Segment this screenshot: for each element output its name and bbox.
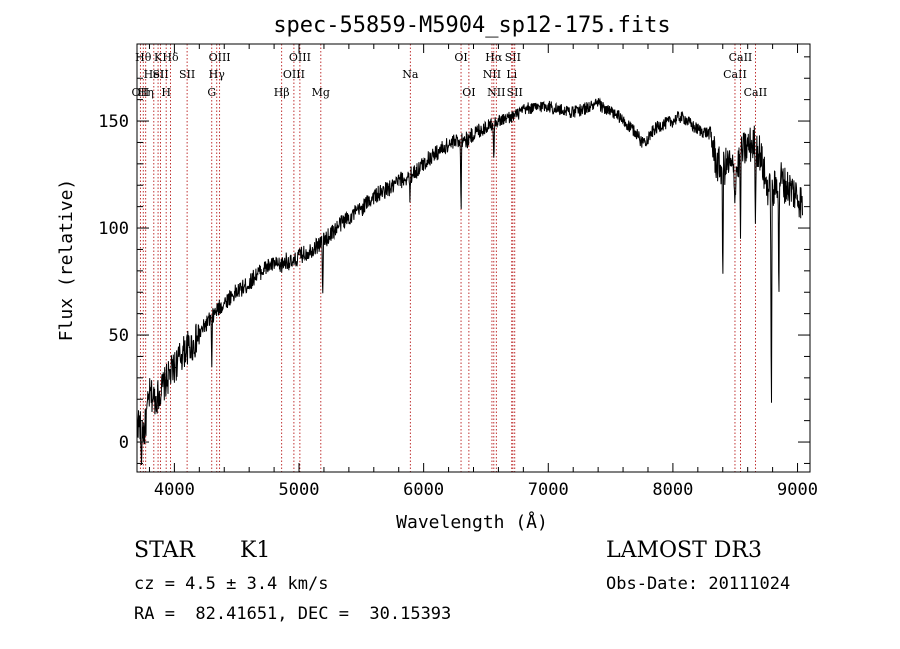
marker-label-19: NII [483, 68, 501, 81]
marker-label-3: HeI [144, 68, 164, 81]
marker-label-4: K [154, 51, 163, 64]
redshift-cz: cz = 4.5 ± 3.4 km/s [134, 574, 329, 594]
plot-frame [136, 43, 811, 473]
marker-label-8: SII [179, 68, 195, 81]
marker-label-27: CaII [744, 86, 768, 99]
marker-label-11: OIII [209, 51, 231, 64]
marker-label-9: G [207, 86, 216, 99]
observation-date: Obs-Date: 20111024 [606, 574, 791, 594]
marker-label-13: OIII [283, 68, 305, 81]
flux-line [136, 97, 803, 466]
chart-title: spec-55859-M5904_sp12-175.fits [273, 13, 670, 38]
x-tick-label-1: 5000 [279, 480, 320, 500]
marker-label-20: Hα [485, 51, 503, 64]
x-axis: 4000 5000 6000 7000 8000 9000 [148, 44, 818, 500]
line-markers: OIIHθHηHeIKSIIHHδSIIGHγOIIIHβOIIIOIIIMgN… [132, 44, 768, 472]
marker-label-21: NII [487, 86, 505, 99]
marker-label-0: OII [132, 86, 150, 99]
marker-label-18: OI [462, 86, 475, 99]
survey-name: LAMOST DR3 [606, 538, 762, 563]
x-tick-label-2: 6000 [403, 480, 444, 500]
marker-label-16: Na [402, 68, 419, 81]
marker-label-25: CaII [723, 68, 747, 81]
marker-label-22: Li [506, 68, 517, 81]
x-tick-label-0: 4000 [154, 480, 195, 500]
marker-label-2: Hη [138, 86, 154, 99]
marker-label-15: Mg [312, 86, 330, 99]
marker-label-24: SII [507, 86, 523, 99]
marker-label-23: SII [505, 51, 521, 64]
marker-label-6: H [161, 86, 171, 99]
marker-label-5: SII [152, 68, 168, 81]
y-axis: 0 50 100 150 [98, 56, 810, 464]
y-tick-label-0: 0 [119, 433, 129, 453]
x-axis-label: Wavelength (Å) [396, 511, 548, 533]
coordinates: RA = 82.41651, DEC = 30.15393 [134, 604, 452, 624]
marker-label-14: OIII [289, 51, 311, 64]
y-tick-label-2: 100 [98, 219, 129, 239]
x-tick-label-5: 9000 [777, 480, 818, 500]
object-subclass: K1 [240, 538, 271, 563]
marker-label-10: Hγ [209, 68, 226, 81]
x-tick-label-4: 8000 [652, 480, 693, 500]
marker-label-26: CaII [729, 51, 753, 64]
y-tick-label-1: 50 [109, 326, 129, 346]
y-tick-label-3: 150 [98, 112, 129, 132]
marker-label-17: OI [454, 51, 467, 64]
object-class: STAR [134, 538, 195, 563]
flux-series [136, 97, 803, 466]
marker-label-1: Hθ [135, 51, 152, 64]
marker-label-7: Hδ [162, 51, 179, 64]
x-tick-label-3: 7000 [528, 480, 569, 500]
marker-label-12: Hβ [274, 86, 290, 99]
y-axis-label: Flux (relative) [56, 179, 77, 342]
